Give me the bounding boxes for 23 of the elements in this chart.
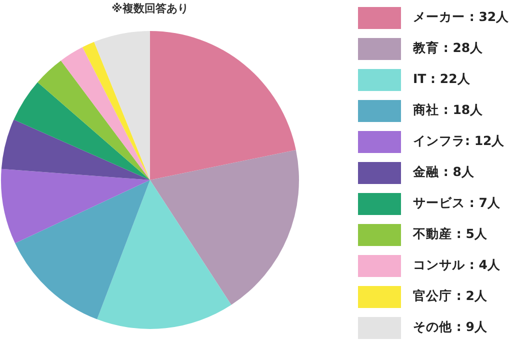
pie-slice — [38, 60, 150, 180]
legend-label: 教育 : 28人 — [413, 40, 484, 57]
text: ※複数回答あり — [110, 1, 190, 16]
legend-label: 商社 : 18人 — [413, 102, 484, 119]
legend-label: その他 : 9人 — [413, 319, 488, 336]
pie-slice — [82, 42, 150, 180]
legend-label: IT : 22人 — [413, 71, 470, 88]
pie-slice — [150, 150, 299, 305]
legend-label: 不動産 : 5人 — [413, 226, 488, 243]
legend-label: 官公庁 : 2人 — [413, 288, 488, 305]
pie-slice — [60, 47, 150, 180]
pie-slice — [1, 168, 150, 244]
pie-slice — [15, 180, 150, 320]
pie-slice — [150, 31, 296, 180]
pie-slice — [97, 180, 232, 329]
pie-slice — [1, 120, 150, 180]
pie-slice — [14, 82, 150, 180]
legend-label: サービス : 7人 — [413, 195, 500, 212]
legend-label: メーカー : 32人 — [413, 9, 510, 26]
legend-label: コンサル : 4人 — [413, 257, 500, 274]
legend-label: インフラ: 12人 — [413, 133, 505, 150]
legend-label: 金融 : 8人 — [413, 164, 474, 181]
pie-slice — [94, 31, 150, 180]
